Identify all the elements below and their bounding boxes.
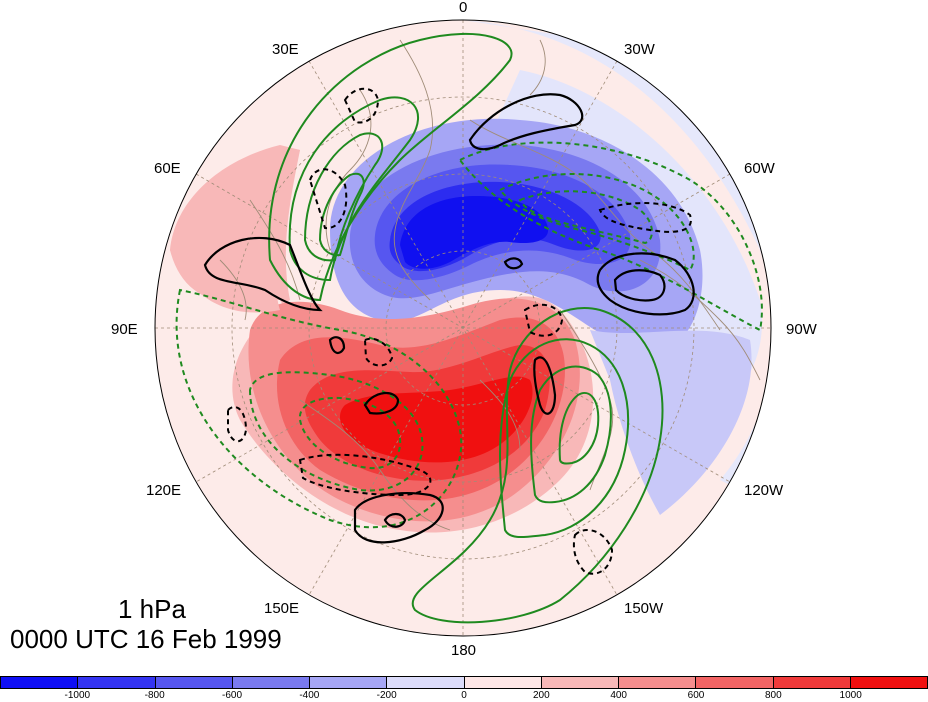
green-contours — [268, 32, 664, 624]
shading-blue-5 — [400, 195, 549, 269]
colorbar-tick-label: 600 — [687, 690, 705, 701]
colorbar-tick-label: 200 — [532, 690, 550, 701]
colorbar-tick-label: 0 — [461, 690, 467, 701]
colorbar-tick-label: -800 — [144, 690, 165, 701]
colorbar-box — [773, 677, 851, 688]
green-dashed-contours — [175, 141, 763, 529]
colorbar-box — [1, 677, 79, 688]
longitude-label-180: 180 — [451, 642, 477, 659]
colorbar-tick-label: -1000 — [64, 690, 91, 701]
colorbar-tick-label: 800 — [764, 690, 782, 701]
longitude-label-150e: 150E — [264, 600, 300, 617]
colorbar-box — [310, 677, 388, 688]
colorbar-box — [541, 677, 619, 688]
longitude-label-150w: 150W — [624, 600, 664, 617]
shading-blue-southeast — [590, 330, 752, 515]
longitude-label-30w: 30W — [624, 41, 655, 58]
longitude-label-90e: 90E — [111, 321, 138, 338]
longitude-label-90w: 90W — [786, 321, 817, 338]
colorbar-box — [232, 677, 310, 688]
longitude-label-60e: 60E — [154, 160, 181, 177]
colorbar-box — [464, 677, 542, 688]
colorbar-tick-label: -600 — [221, 690, 243, 701]
colorbar-box — [155, 677, 233, 688]
colorbar-box — [696, 677, 774, 688]
shading-red-5 — [340, 376, 533, 463]
longitude-label-60w: 60W — [744, 160, 775, 177]
colorbar-tick-label: 400 — [610, 690, 627, 701]
colorbar — [0, 676, 928, 689]
coastlines — [219, 39, 761, 531]
colorbar-box — [387, 677, 465, 688]
shading-red-west — [170, 145, 300, 313]
colorbar-box — [619, 677, 697, 688]
colorbar-box — [78, 677, 156, 688]
longitude-label-120e: 120E — [146, 482, 182, 499]
colorbar-box — [850, 677, 927, 688]
black-dashed-contours — [227, 87, 692, 575]
map-boundary — [154, 19, 772, 637]
pressure-level-title: 1 hPa — [118, 594, 186, 624]
longitude-label-30e: 30E — [272, 41, 299, 58]
colorbar-tick-label: -400 — [299, 690, 320, 701]
valid-time-title: 0000 UTC 16 Feb 1999 — [10, 624, 282, 654]
graticule — [155, 20, 771, 636]
colorbar-tick-label: 1000 — [839, 690, 862, 701]
longitude-label-120w: 120W — [744, 482, 784, 499]
colorbar-tick-label: -200 — [376, 690, 397, 701]
longitude-label-0: 0 — [459, 0, 468, 16]
